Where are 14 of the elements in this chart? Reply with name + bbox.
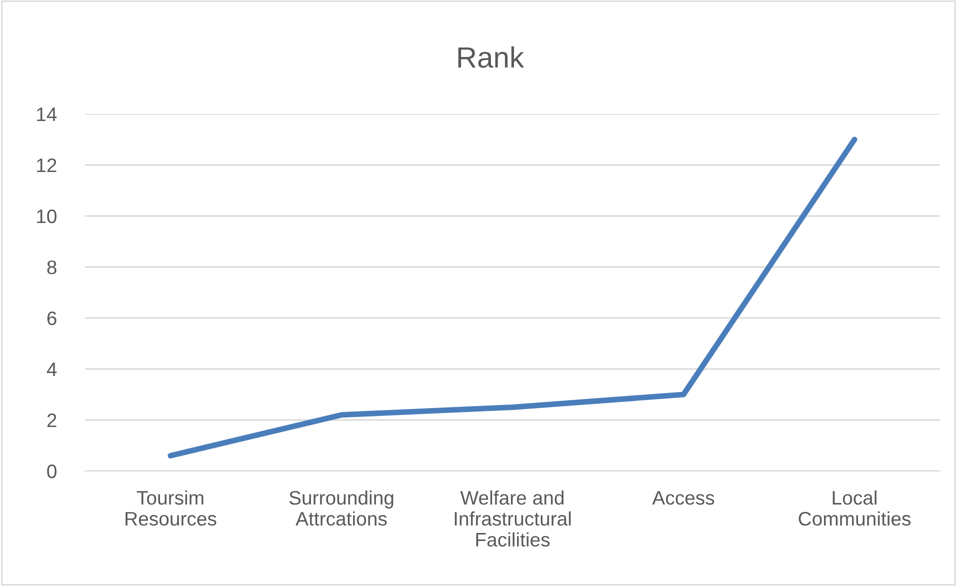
chart-title: Rank xyxy=(458,46,524,68)
y-tick-label: 2 xyxy=(47,413,56,428)
x-tick-label: Surrounding Attrcations xyxy=(289,490,394,526)
x-tick-label: Local Communities xyxy=(798,490,911,526)
y-tick-label: 12 xyxy=(37,158,56,172)
x-tick-label: Welfare and Infrastructural Facilities xyxy=(454,490,571,547)
y-tick-label: 10 xyxy=(37,209,56,224)
x-tick-label: Toursim Resources xyxy=(126,490,216,526)
y-tick-label: 0 xyxy=(47,464,56,478)
y-tick-label: 14 xyxy=(37,108,57,122)
y-tick-label: 4 xyxy=(46,362,57,376)
y-tick-label: 8 xyxy=(47,260,56,274)
y-tick-label: 6 xyxy=(47,311,56,326)
x-tick-label: Access xyxy=(652,491,714,505)
